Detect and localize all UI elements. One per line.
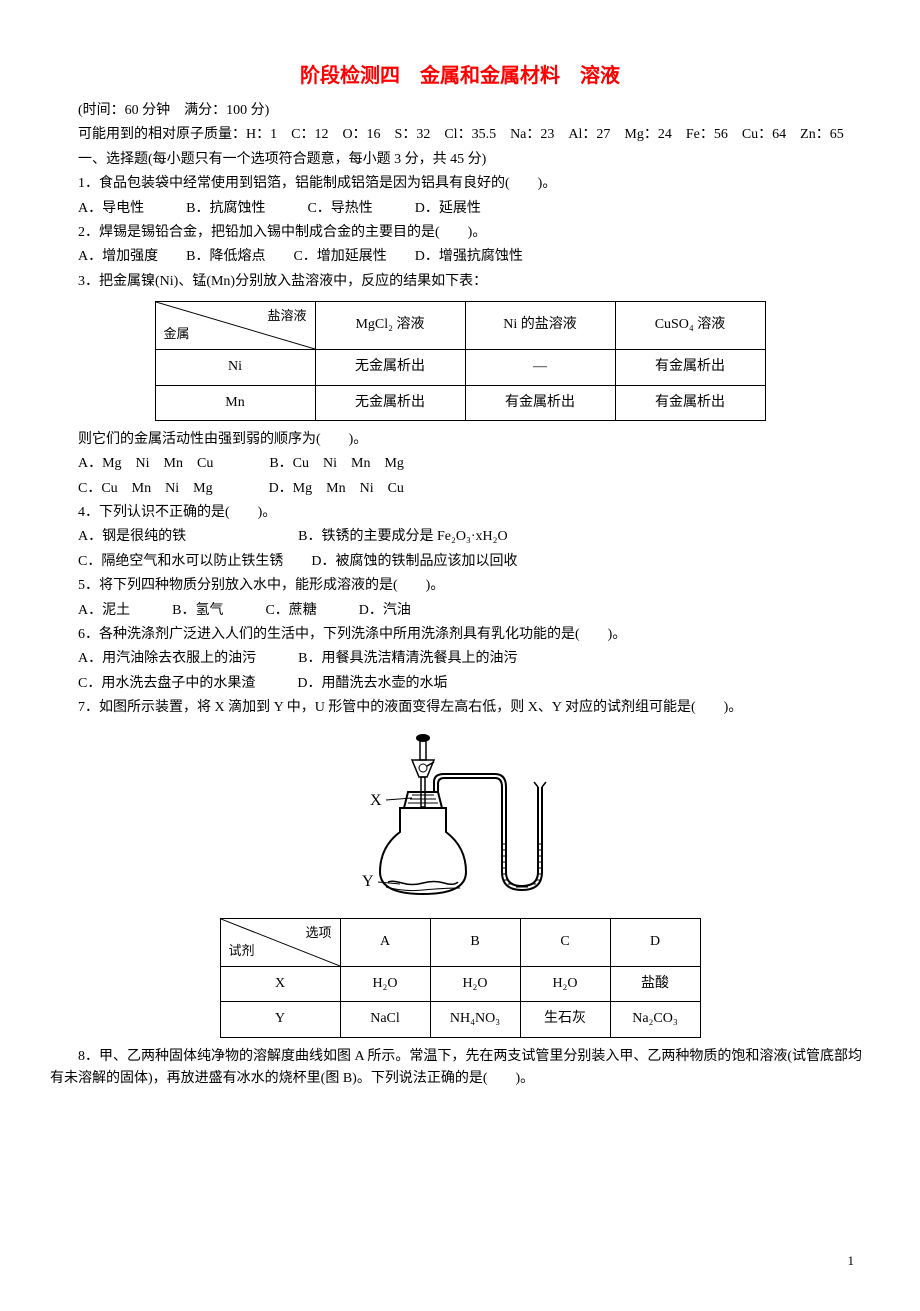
table-2-col-b: B — [430, 918, 520, 966]
table-2-col-c: C — [520, 918, 610, 966]
question-3-after: 则它们的金属活动性由强到弱的顺序为( )。 — [50, 429, 870, 451]
label-y: Y — [362, 873, 374, 890]
question-4-line1: A．钢是很纯的铁 B．铁锈的主要成分是 Fe₂O₃·xH₂O — [50, 526, 870, 548]
table-2-diag-header: 选项 试剂 — [220, 918, 340, 966]
question-3-choices-b: C．Cu Mn Ni Mg D．Mg Mn Ni Cu — [50, 478, 870, 500]
page-container: 阶段检测四 金属和金属材料 溶液 (时间：60 分钟 满分：100 分) 可能用… — [50, 60, 870, 1271]
table-cell: 无金属析出 — [315, 385, 465, 420]
table-cell: 生石灰 — [520, 1002, 610, 1037]
table-2-col-a: A — [340, 918, 430, 966]
table-2-header-bottom: 试剂 — [229, 941, 255, 962]
table-cell: NH₄NO₃ — [430, 1002, 520, 1037]
table-cell: H₂O — [430, 966, 520, 1001]
table-cell: — — [465, 350, 615, 385]
table-cell: 盐酸 — [610, 966, 700, 1001]
table-cell: Na₂CO₃ — [610, 1002, 700, 1037]
table-1-diag-header: 盐溶液 金属 — [155, 302, 315, 350]
table-1-header-top: 盐溶液 — [267, 306, 306, 327]
question-2: 2．焊锡是锡铅合金，把铅加入锡中制成合金的主要目的是( )。 — [50, 222, 870, 244]
table-1-col-3: CuSO₄ 溶液 — [615, 302, 765, 350]
time-score: (时间：60 分钟 满分：100 分) — [50, 100, 870, 122]
question-3-choices-a: A．Mg Ni Mn Cu B．Cu Ni Mn Mg — [50, 453, 870, 475]
question-6: 6．各种洗涤剂广泛进入人们的生活中，下列洗涤中所用洗涤剂具有乳化功能的是( )。 — [50, 624, 870, 646]
question-2-choices: A．增加强度 B．降低熔点 C．增加延展性 D．增强抗腐蚀性 — [50, 246, 870, 268]
page-title: 阶段检测四 金属和金属材料 溶液 — [50, 60, 870, 92]
table-row-label: X — [220, 966, 340, 1001]
atomic-masses: 可能用到的相对原子质量：H：1 C：12 O：16 S：32 Cl：35.5 N… — [50, 124, 870, 146]
table-1-header-bottom: 金属 — [164, 324, 190, 345]
question-5: 5．将下列四种物质分别放入水中，能形成溶液的是( )。 — [50, 575, 870, 597]
table-cell: NaCl — [340, 1002, 430, 1037]
table-row-label: Mn — [155, 385, 315, 420]
table-1-col-1: MgCl₂ 溶液 — [315, 302, 465, 350]
question-6-line1: A．用汽油除去衣服上的油污 B．用餐具洗洁精清洗餐具上的油污 — [50, 648, 870, 670]
page-number: 1 — [50, 1251, 870, 1272]
apparatus-svg: X Y — [330, 732, 590, 902]
question-7: 7．如图所示装置，将 X 滴加到 Y 中，U 形管中的液面变得左高右低，则 X、… — [50, 697, 870, 719]
table-2-col-d: D — [610, 918, 700, 966]
figure-apparatus: X Y — [50, 732, 870, 910]
table-cell: H₂O — [520, 966, 610, 1001]
table-cell: 有金属析出 — [615, 385, 765, 420]
question-6-line2: C．用水洗去盘子中的水果渣 D．用醋洗去水壶的水垢 — [50, 673, 870, 695]
table-row-label: Y — [220, 1002, 340, 1037]
question-4: 4．下列认识不正确的是( )。 — [50, 502, 870, 524]
question-1-choices: A．导电性 B．抗腐蚀性 C．导热性 D．延展性 — [50, 198, 870, 220]
table-row-label: Ni — [155, 350, 315, 385]
table-cell: 无金属析出 — [315, 350, 465, 385]
table-1: 盐溶液 金属 MgCl₂ 溶液 Ni 的盐溶液 CuSO₄ 溶液 Ni 无金属析… — [155, 301, 766, 421]
label-x: X — [370, 792, 382, 809]
question-8: 8．甲、乙两种固体纯净物的溶解度曲线如图 A 所示。常温下，先在两支试管里分别装… — [50, 1046, 870, 1091]
question-3: 3．把金属镍(Ni)、锰(Mn)分别放入盐溶液中，反应的结果如下表： — [50, 271, 870, 293]
section-heading: 一、选择题(每小题只有一个选项符合题意，每小题 3 分，共 45 分) — [50, 149, 870, 171]
table-2-header-top: 选项 — [305, 923, 331, 944]
table-cell: 有金属析出 — [465, 385, 615, 420]
question-1: 1．食品包装袋中经常使用到铝箔，铝能制成铝箔是因为铝具有良好的( )。 — [50, 173, 870, 195]
question-5-choices: A．泥土 B．氢气 C．蔗糖 D．汽油 — [50, 600, 870, 622]
table-2: 选项 试剂 A B C D X H₂O H₂O H₂O 盐酸 Y NaCl NH… — [220, 918, 701, 1038]
table-1-col-2: Ni 的盐溶液 — [465, 302, 615, 350]
question-4-line2: C．隔绝空气和水可以防止铁生锈 D．被腐蚀的铁制品应该加以回收 — [50, 551, 870, 573]
table-cell: H₂O — [340, 966, 430, 1001]
table-cell: 有金属析出 — [615, 350, 765, 385]
